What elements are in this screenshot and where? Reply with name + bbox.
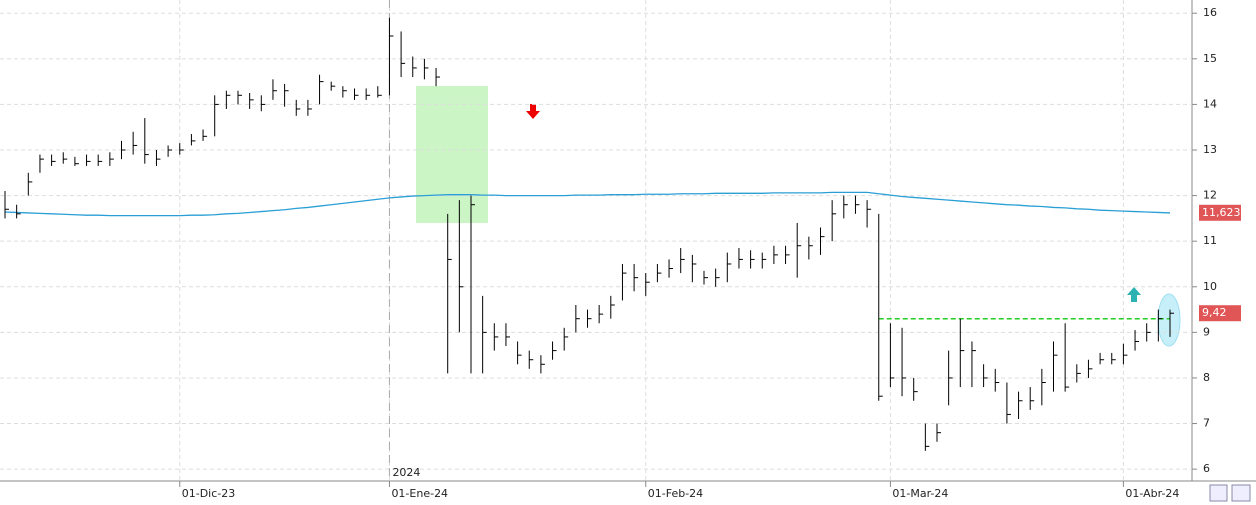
highlight-ellipse <box>1157 293 1181 347</box>
y-tick-label: 8 <box>1203 371 1210 384</box>
sell-arrow <box>526 104 540 119</box>
y-tick-label: 12 <box>1203 189 1217 202</box>
y-tick-label: 10 <box>1203 280 1217 293</box>
x-tick-label: 01-Ene-24 <box>391 487 448 500</box>
price-label-box <box>1199 305 1241 322</box>
buy-arrow <box>1127 287 1141 302</box>
toolbar-button[interactable] <box>1209 484 1228 502</box>
highlight-box <box>416 86 488 223</box>
moving-average-line <box>4 191 1171 217</box>
y-tick-label: 14 <box>1203 97 1217 110</box>
x-tick-label: 01-Feb-24 <box>648 487 703 500</box>
x-tick-label: 01-Dic-23 <box>182 487 236 500</box>
y-tick-label: 7 <box>1203 417 1210 430</box>
price-label: 11,623 <box>1202 206 1241 219</box>
x-tick-label: 01-Mar-24 <box>892 487 948 500</box>
save-button[interactable] <box>1231 484 1251 502</box>
y-tick-label: 11 <box>1203 234 1217 247</box>
y-tick-label: 16 <box>1203 6 1217 19</box>
price-label: 9,42 <box>1202 306 1227 319</box>
x-tick-label: 01-Abr-24 <box>1125 487 1179 500</box>
y-tick-label: 13 <box>1203 143 1217 156</box>
y-tick-label: 15 <box>1203 52 1217 65</box>
y-tick-label: 9 <box>1203 325 1210 338</box>
y-tick-label: 6 <box>1203 462 1210 475</box>
year-label: 2024 <box>392 466 420 479</box>
price-label-box <box>1199 204 1241 221</box>
